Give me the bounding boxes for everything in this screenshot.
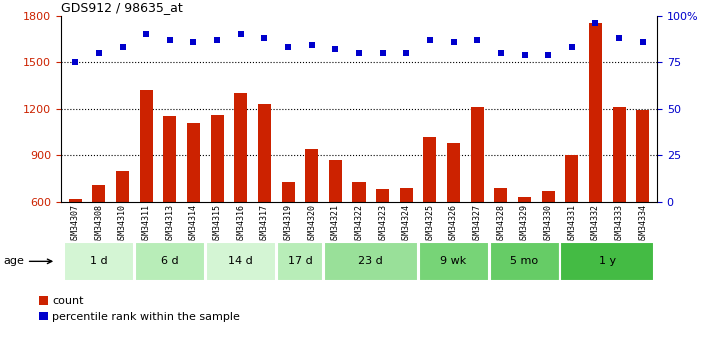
Text: GSM34314: GSM34314 [189,204,198,244]
Point [141,31,152,37]
FancyBboxPatch shape [276,242,323,281]
Text: GSM34321: GSM34321 [331,204,340,244]
Text: GSM34331: GSM34331 [567,204,577,244]
Text: GSM34325: GSM34325 [426,204,434,244]
Bar [447,143,460,202]
Text: 6 d: 6 d [161,256,179,266]
Text: GSM34320: GSM34320 [307,204,316,244]
Point [495,50,507,56]
Point [377,50,388,56]
Point [637,39,648,45]
Bar [376,189,389,202]
Text: 1 y: 1 y [599,256,616,266]
Bar [258,104,271,202]
Text: 14 d: 14 d [228,256,253,266]
Point [117,45,129,50]
Point [70,59,81,65]
Point [258,35,270,41]
Point [187,39,199,45]
Bar [329,160,342,202]
Bar [589,23,602,202]
Bar [636,110,649,202]
Legend: count, percentile rank within the sample: count, percentile rank within the sample [34,292,244,326]
Point [472,37,483,42]
Text: GSM34315: GSM34315 [213,204,222,244]
Text: age: age [3,256,52,266]
Point [519,52,531,57]
Bar [565,155,578,202]
Text: 1 d: 1 d [90,256,108,266]
FancyBboxPatch shape [64,242,134,281]
Text: GSM34323: GSM34323 [378,204,387,244]
Text: 5 mo: 5 mo [510,256,538,266]
Bar [305,149,318,202]
Text: GSM34308: GSM34308 [94,204,103,244]
FancyBboxPatch shape [419,242,488,281]
Text: GSM34330: GSM34330 [544,204,553,244]
Point [566,45,577,50]
Point [589,20,601,26]
Bar [400,188,413,202]
Bar [424,137,437,202]
Point [330,46,341,52]
Point [164,37,176,42]
Bar [281,181,294,202]
Text: GSM34332: GSM34332 [591,204,600,244]
Text: GSM34322: GSM34322 [355,204,363,244]
FancyBboxPatch shape [206,242,276,281]
Text: GSM34311: GSM34311 [141,204,151,244]
Bar [471,107,484,202]
Bar [140,90,153,202]
FancyBboxPatch shape [324,242,418,281]
Text: GSM34333: GSM34333 [615,204,624,244]
FancyBboxPatch shape [561,242,654,281]
Point [353,50,365,56]
Point [613,35,625,41]
Point [448,39,460,45]
Text: GSM34307: GSM34307 [70,204,80,244]
FancyBboxPatch shape [135,242,205,281]
Text: GSM34324: GSM34324 [402,204,411,244]
Text: GSM34334: GSM34334 [638,204,648,244]
Point [93,50,105,56]
Text: GDS912 / 98635_at: GDS912 / 98635_at [61,1,183,14]
Text: GSM34327: GSM34327 [472,204,482,244]
Point [306,42,317,48]
Bar [163,116,177,202]
Text: GSM34313: GSM34313 [165,204,174,244]
Text: GSM34317: GSM34317 [260,204,269,244]
FancyBboxPatch shape [490,242,559,281]
Bar [541,191,555,202]
Point [282,45,294,50]
Point [542,52,554,57]
Text: 9 wk: 9 wk [440,256,467,266]
Bar [210,115,223,202]
Point [211,37,223,42]
Bar [116,171,129,202]
Text: 17 d: 17 d [287,256,312,266]
Bar [612,107,625,202]
Text: GSM34329: GSM34329 [520,204,529,244]
Text: GSM34310: GSM34310 [118,204,127,244]
Text: GSM34328: GSM34328 [496,204,505,244]
Bar [495,188,508,202]
Text: GSM34319: GSM34319 [284,204,292,244]
Bar [187,122,200,202]
Bar [518,197,531,202]
Text: GSM34316: GSM34316 [236,204,246,244]
Bar [353,181,365,202]
Bar [234,93,247,202]
Point [424,37,436,42]
Bar [69,199,82,202]
Point [401,50,412,56]
Bar [93,185,106,202]
Text: GSM34326: GSM34326 [449,204,458,244]
Point [235,31,246,37]
Text: 23 d: 23 d [358,256,383,266]
